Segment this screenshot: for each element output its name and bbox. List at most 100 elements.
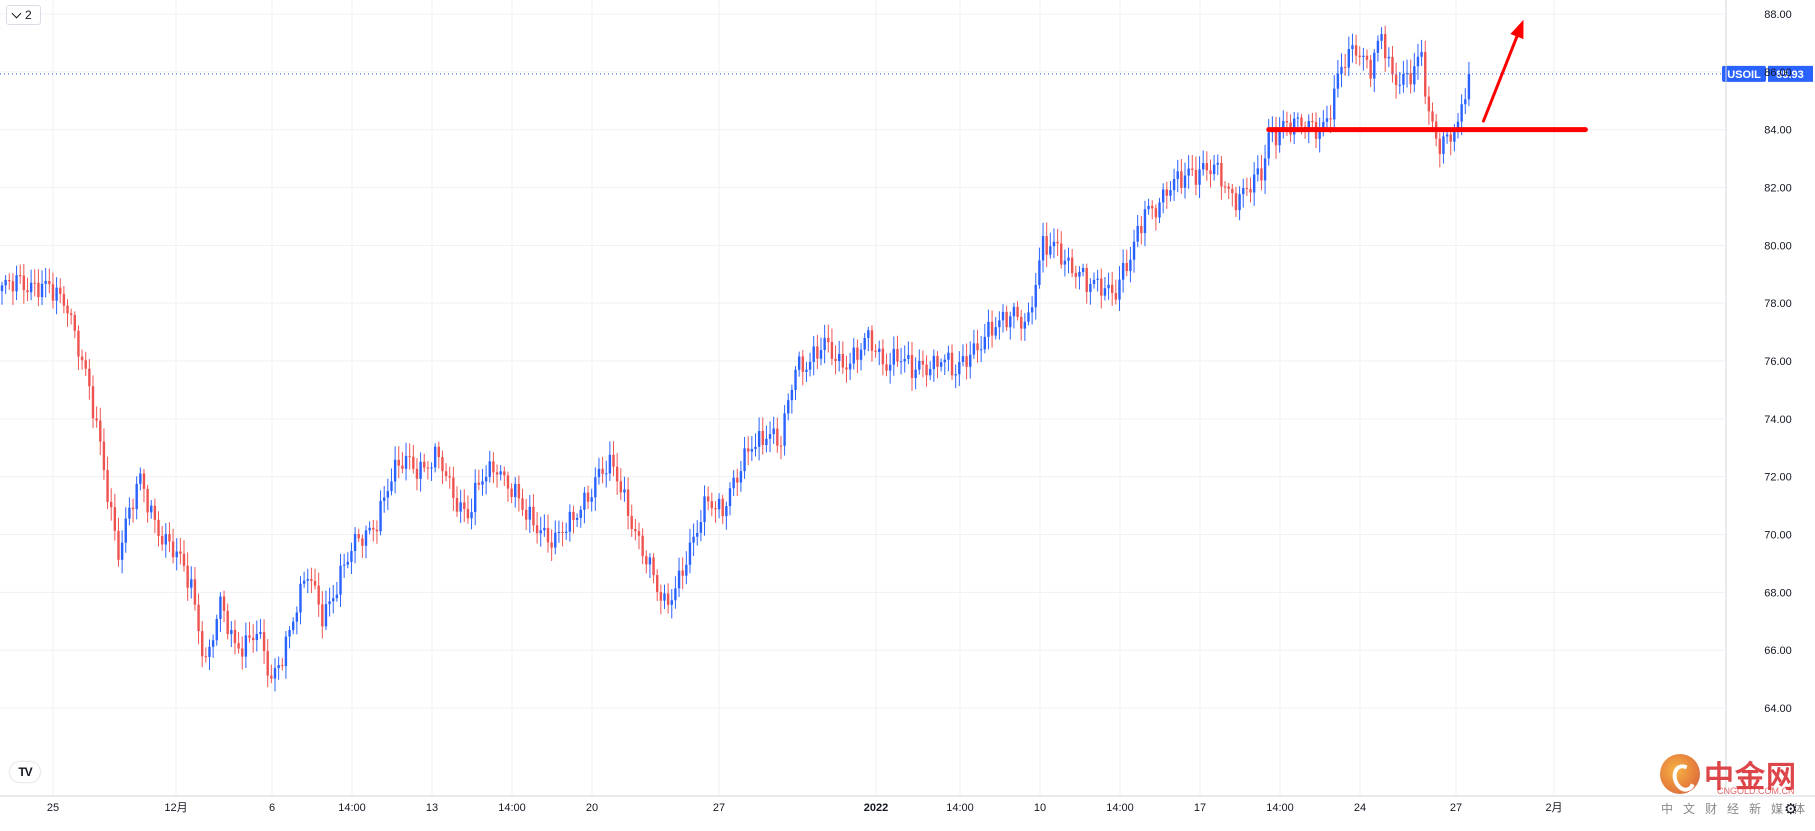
candle-body — [1169, 190, 1172, 196]
candle-body — [361, 538, 364, 546]
candle-body — [874, 350, 877, 352]
candle-body — [1460, 104, 1463, 122]
candle-body — [1081, 267, 1085, 272]
candle-body — [656, 575, 659, 593]
candle-body — [357, 534, 360, 539]
x-tick-label: 14:00 — [498, 802, 526, 814]
candle-body — [856, 347, 859, 360]
candle-body — [393, 459, 397, 482]
candle-body — [150, 505, 153, 513]
candle-body — [226, 610, 229, 635]
candle-body — [612, 454, 615, 467]
candle-body — [153, 505, 157, 520]
candle-body — [1387, 56, 1391, 59]
legend-collapse-button[interactable]: 2 — [6, 5, 41, 25]
candle-body — [1198, 169, 1201, 185]
candle-body — [466, 508, 470, 519]
candle-body — [1376, 40, 1380, 53]
candle-body — [1369, 59, 1372, 79]
candle-body — [681, 570, 684, 576]
candle-body — [1114, 292, 1118, 300]
x-tick-label: 2022 — [864, 802, 888, 814]
candle-body — [1147, 205, 1150, 210]
candle-body — [1132, 241, 1136, 260]
candle-body — [848, 363, 852, 370]
gear-icon[interactable]: ⚙ — [1784, 801, 1798, 818]
candle-body — [1078, 271, 1081, 277]
candle-body — [699, 522, 703, 533]
candle-body — [204, 656, 208, 658]
candle-body — [444, 471, 448, 477]
candle-body — [1154, 208, 1158, 218]
candle-body — [1129, 259, 1132, 272]
candle-body — [623, 489, 626, 493]
candle-body — [925, 364, 928, 376]
x-tick-label: 2月 — [1545, 802, 1562, 814]
candle-body — [597, 468, 601, 478]
candle-body — [433, 446, 437, 468]
candle-body — [1394, 74, 1398, 86]
candle-body — [1085, 267, 1088, 293]
candle-body — [565, 531, 568, 533]
candle-body — [619, 481, 622, 493]
candle-body — [714, 508, 717, 510]
candle-body — [615, 466, 619, 482]
candle-body — [1238, 194, 1241, 211]
candle-body — [663, 593, 666, 601]
candle-body — [1096, 278, 1099, 280]
candle-body — [1278, 128, 1281, 146]
candle-body — [801, 356, 804, 372]
candle-body — [1365, 55, 1369, 60]
candle-body — [69, 313, 73, 316]
candle-body — [310, 579, 313, 581]
candle-body — [1263, 158, 1267, 181]
candle-body — [1409, 73, 1412, 85]
candle-body — [1176, 171, 1179, 180]
candle-body — [364, 530, 368, 546]
candle-body — [841, 353, 845, 368]
candle-body — [1267, 132, 1270, 159]
candle-body — [423, 461, 426, 468]
candle-body — [939, 362, 943, 367]
candle-body — [943, 359, 946, 363]
candle-body — [157, 519, 160, 536]
last-price-value: 85.93 — [1776, 69, 1804, 81]
candle-body — [459, 502, 462, 512]
candle-body — [1034, 284, 1037, 308]
candle-body — [302, 580, 306, 584]
candle-body — [437, 446, 440, 458]
candle-body — [779, 445, 783, 447]
x-tick-label: 14:00 — [946, 802, 974, 814]
candle-body — [710, 501, 713, 509]
candle-body — [368, 527, 371, 531]
candle-body — [26, 290, 29, 293]
candle-body — [575, 517, 579, 520]
axes: 88.00 86.00 84.00 82.00 80.00 78.00 76.00 74.00… — [0, 0, 1815, 814]
candle-body — [1325, 118, 1329, 122]
candle-body — [1030, 307, 1034, 313]
candle-body — [550, 542, 553, 548]
candle-body — [211, 640, 215, 647]
candle-body — [124, 518, 127, 543]
x-tick-label: 27 — [1450, 802, 1462, 814]
candle-body — [1227, 186, 1230, 189]
tradingview-logo[interactable]: TV — [10, 762, 40, 782]
candle-body — [732, 477, 735, 489]
candle-body — [747, 448, 750, 452]
candle-body — [40, 283, 44, 298]
candle-body — [237, 643, 240, 649]
candle-body — [524, 509, 528, 520]
candle-body — [521, 498, 524, 510]
candle-body — [1333, 88, 1336, 120]
candle-body — [936, 355, 939, 367]
candle-body — [77, 330, 80, 357]
candle-body — [972, 343, 976, 355]
candle-body — [492, 461, 495, 473]
candle-body — [1045, 236, 1048, 255]
candle-body — [859, 349, 863, 360]
candle-body — [958, 362, 961, 375]
candle-body — [284, 636, 288, 667]
candle-body — [51, 284, 55, 301]
